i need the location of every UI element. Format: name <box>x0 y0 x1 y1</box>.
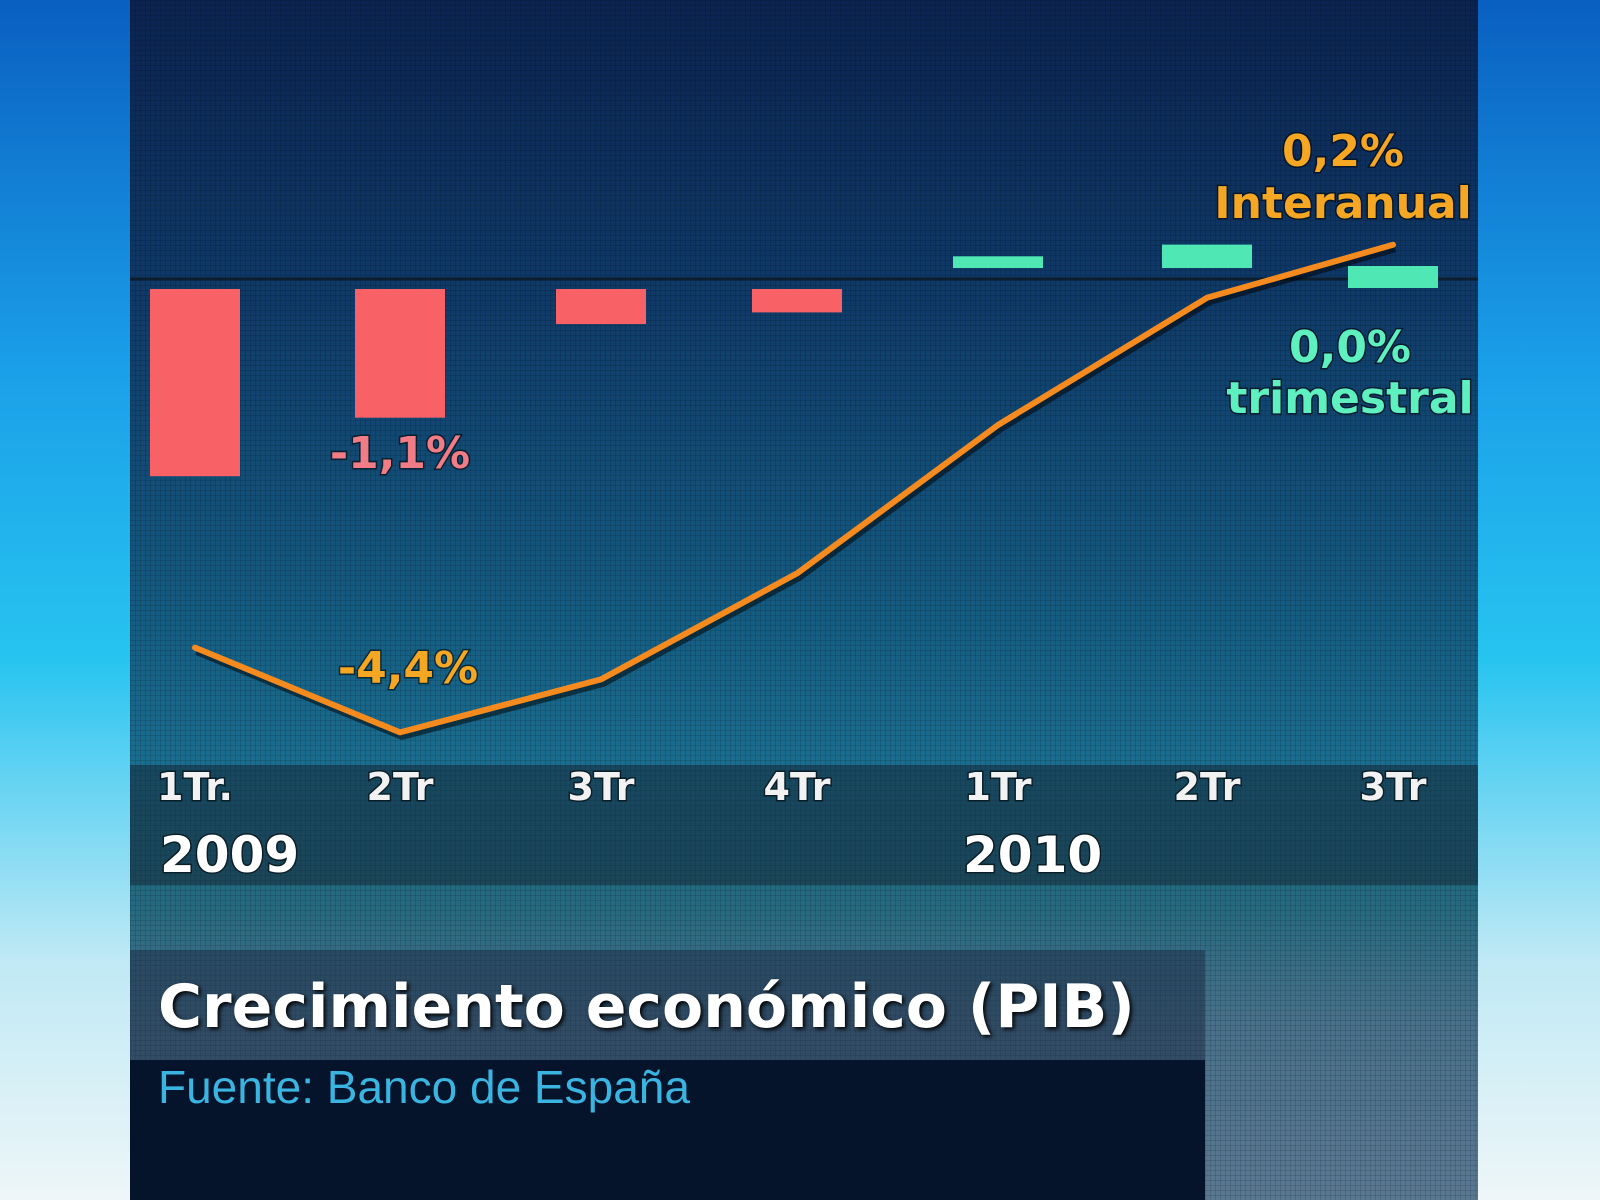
bar-5 <box>1162 244 1252 268</box>
line-shadow <box>195 243 1397 740</box>
source-box <box>130 1060 1205 1200</box>
x-tick-label-2: 3Tr <box>568 765 635 809</box>
annotation-2: 0,2% <box>1282 126 1404 177</box>
bar-6 <box>1348 266 1438 288</box>
annotation-1: -4,4% <box>338 643 478 694</box>
bar-3 <box>752 289 842 313</box>
annotation-5: trimestral <box>1226 373 1473 424</box>
bar-0 <box>150 289 240 477</box>
x-axis-band <box>130 765 1478 885</box>
x-tick-label-5: 2Tr <box>1174 765 1241 809</box>
chart-source: Fuente: Banco de España <box>158 1061 690 1113</box>
x-tick-label-1: 2Tr <box>367 765 434 809</box>
annotation-0: -1,1% <box>330 428 470 479</box>
bar-2 <box>556 289 646 325</box>
chart-title: Crecimiento económico (PIB) <box>158 972 1135 1042</box>
bar-1 <box>355 289 445 418</box>
x-tick-label-6: 3Tr <box>1360 765 1427 809</box>
title-box <box>130 950 1205 1060</box>
x-tick-label-0: 1Tr. <box>157 765 233 809</box>
x-tick-label-3: 4Tr <box>764 765 831 809</box>
bar-4 <box>953 256 1043 268</box>
annotation-3: Interanual <box>1214 178 1471 229</box>
x-tick-label-4: 1Tr <box>965 765 1032 809</box>
annotation-4: 0,0% <box>1289 322 1411 373</box>
year-label-0: 2009 <box>160 826 299 884</box>
year-label-1: 2010 <box>963 826 1102 884</box>
